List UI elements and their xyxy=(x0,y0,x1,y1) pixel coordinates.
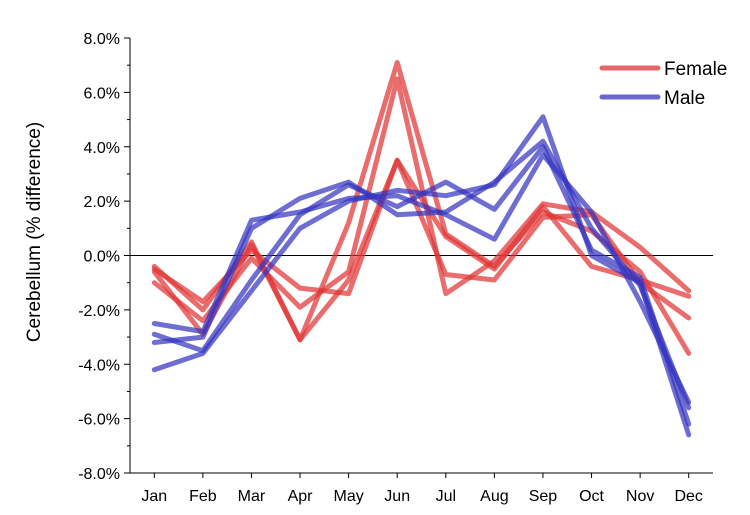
series-layer xyxy=(151,60,692,438)
series-line-male-5 xyxy=(151,152,692,405)
x-tick-label: Dec xyxy=(674,488,702,505)
legend: Female Male xyxy=(599,59,727,109)
axes: 8.0% 6.0% 4.0% 2.0% 0.0% -2.0% -4.0% -6.0% -8.0%… xyxy=(78,31,713,505)
y-tick-label: 0.0% xyxy=(84,249,120,266)
series-line-female-3 xyxy=(151,76,692,324)
y-tick-label: -2.0% xyxy=(78,303,120,320)
y-tick-label: 2.0% xyxy=(84,194,120,211)
x-tick-label: Jan xyxy=(141,488,167,505)
series-line-female-4 xyxy=(151,157,692,343)
series-line-male-7 xyxy=(151,114,692,438)
y-tick-label: -6.0% xyxy=(78,412,120,429)
legend-male-label: Male xyxy=(664,88,705,109)
legend-female-label: Female xyxy=(664,59,727,80)
y-tick-label: 8.0% xyxy=(84,31,120,48)
x-tick-label: Sep xyxy=(529,488,558,505)
x-tick-label: Jul xyxy=(436,488,456,505)
y-axis-title: Cerebellum (% difference) xyxy=(24,122,45,342)
y-tick-label: 6.0% xyxy=(84,85,120,102)
x-tick-label: Feb xyxy=(189,488,217,505)
x-tick-label: Mar xyxy=(238,488,266,505)
y-tick-label: -8.0% xyxy=(78,466,120,483)
x-tick-label: Jun xyxy=(384,488,410,505)
x-tick-label: May xyxy=(334,488,364,505)
y-tick-label: -4.0% xyxy=(78,357,120,374)
x-tick-label: Oct xyxy=(579,488,604,505)
x-tick-label: Nov xyxy=(626,488,654,505)
x-tick-label: Apr xyxy=(288,488,314,505)
x-tick-label: Aug xyxy=(480,488,508,505)
y-tick-label: 4.0% xyxy=(84,140,120,157)
series-line-male-8 xyxy=(151,138,692,411)
